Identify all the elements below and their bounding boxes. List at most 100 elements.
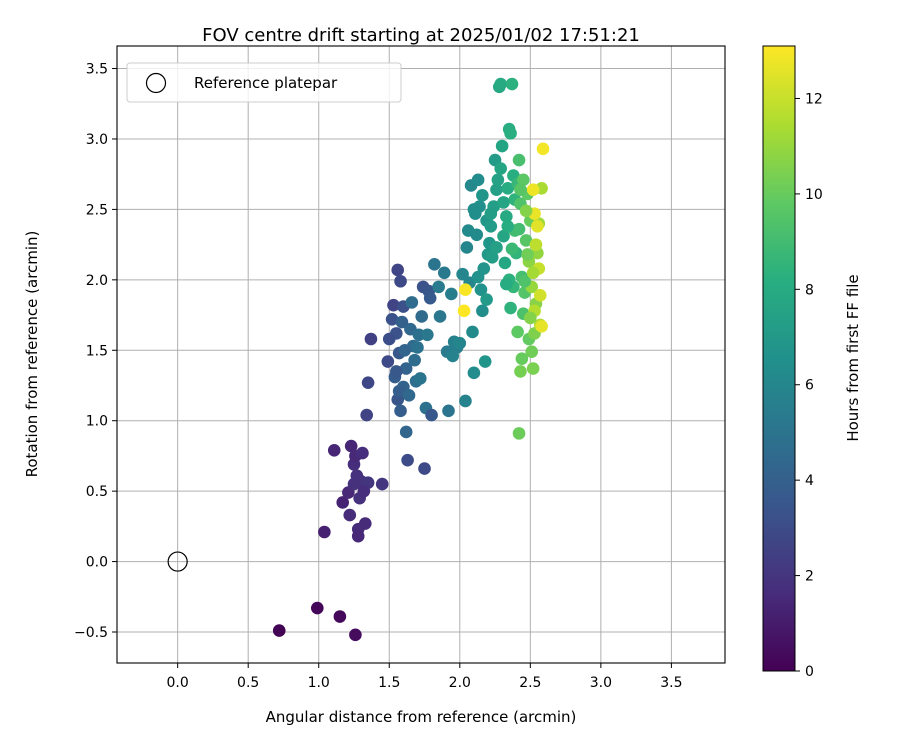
data-point xyxy=(364,332,378,346)
data-point xyxy=(358,517,372,530)
data-point xyxy=(494,162,508,175)
data-point xyxy=(361,376,375,389)
x-ticks: 0.0 0.5 1.0 1.5 2.0 2.5 3.0 3.5 xyxy=(167,663,683,691)
data-point xyxy=(461,224,475,237)
y-tick-label: 3.0 xyxy=(86,132,108,148)
data-point xyxy=(526,266,540,280)
colorbar-tick-label: 4 xyxy=(805,473,814,489)
data-point xyxy=(466,325,479,339)
data-point xyxy=(500,210,513,223)
data-point xyxy=(474,283,488,297)
y-tick-label: 0.0 xyxy=(86,555,108,571)
colorbar-tick-label: 8 xyxy=(805,282,814,298)
data-point xyxy=(437,266,451,280)
colorbar-tick-label: 2 xyxy=(805,569,814,585)
legend: Reference platepar xyxy=(126,62,402,103)
data-point xyxy=(490,183,503,196)
data-point xyxy=(514,183,527,196)
x-tick-label: 1.0 xyxy=(308,675,330,691)
data-point xyxy=(432,280,445,294)
y-tick-label: 2.0 xyxy=(86,273,108,289)
data-point xyxy=(415,310,429,323)
data-point xyxy=(408,353,421,367)
data-point xyxy=(476,189,489,202)
y-tick-label: 3.5 xyxy=(86,62,108,78)
reference-marker-layer xyxy=(167,551,188,572)
data-points xyxy=(272,77,550,642)
data-point xyxy=(495,139,509,153)
y-tick-label: −0.5 xyxy=(74,625,108,641)
x-tick-label: 2.5 xyxy=(519,675,541,691)
data-point xyxy=(491,173,505,187)
data-point xyxy=(413,372,427,385)
data-point xyxy=(356,446,369,460)
data-point xyxy=(484,220,498,233)
x-tick-label: 0.0 xyxy=(167,675,189,691)
colorbar-ticks: 0 2 4 6 8 10 12 xyxy=(795,91,823,680)
data-point xyxy=(395,315,409,329)
data-point xyxy=(504,127,517,140)
data-point xyxy=(519,234,533,247)
reference-platepar-marker xyxy=(167,551,188,572)
data-point xyxy=(533,289,547,302)
legend-box xyxy=(126,62,402,103)
data-point xyxy=(398,343,412,357)
y-ticks: −0.5 0.0 0.5 1.0 1.5 2.0 2.5 3.0 3.5 xyxy=(74,62,117,641)
data-point xyxy=(423,291,437,305)
data-point xyxy=(360,408,373,422)
data-point xyxy=(524,311,537,325)
data-point xyxy=(512,427,526,440)
data-point xyxy=(421,328,434,342)
data-point xyxy=(460,241,474,254)
data-point xyxy=(485,251,499,264)
data-point xyxy=(476,304,489,318)
data-point xyxy=(519,204,533,218)
data-point xyxy=(471,173,485,187)
data-point xyxy=(484,207,498,220)
data-point xyxy=(433,310,447,323)
data-point xyxy=(501,181,515,195)
data-point xyxy=(526,183,540,196)
data-point xyxy=(347,477,361,491)
x-axis-label: Angular distance from reference (arcmin) xyxy=(266,708,577,726)
data-point xyxy=(336,496,350,509)
y-axis-label: Rotation from reference (arcmin) xyxy=(23,231,41,478)
data-point xyxy=(442,404,455,418)
x-tick-label: 0.5 xyxy=(237,675,259,691)
data-point xyxy=(518,274,531,288)
data-point xyxy=(459,283,472,297)
plot-frame xyxy=(116,45,726,664)
chart-title: FOV centre drift starting at 2025/01/02 … xyxy=(202,25,640,46)
data-point xyxy=(504,301,517,315)
data-point xyxy=(511,325,524,339)
data-point xyxy=(490,241,503,254)
colorbar-tick-label: 0 xyxy=(805,664,814,680)
data-point xyxy=(399,425,413,439)
data-point xyxy=(536,142,550,156)
data-point xyxy=(411,341,424,354)
data-point xyxy=(382,332,396,346)
data-point xyxy=(446,349,460,363)
data-point xyxy=(311,601,324,615)
data-point xyxy=(498,256,512,270)
data-point xyxy=(467,366,481,380)
data-point xyxy=(402,389,416,402)
y-tick-label: 1.0 xyxy=(86,414,108,430)
data-point xyxy=(457,304,471,318)
colorbar-tick-label: 10 xyxy=(805,187,823,203)
y-tick-label: 0.5 xyxy=(86,484,108,500)
data-point xyxy=(514,365,527,378)
data-point xyxy=(405,296,419,309)
data-point xyxy=(351,529,365,543)
y-tick-label: 1.5 xyxy=(86,343,108,359)
data-point xyxy=(399,362,413,375)
data-point xyxy=(512,153,526,167)
x-tick-label: 3.0 xyxy=(590,675,612,691)
data-point xyxy=(478,355,492,368)
data-point xyxy=(505,77,519,91)
data-point xyxy=(456,267,469,281)
data-point xyxy=(385,312,399,326)
data-point xyxy=(401,453,414,467)
data-point xyxy=(387,298,400,312)
